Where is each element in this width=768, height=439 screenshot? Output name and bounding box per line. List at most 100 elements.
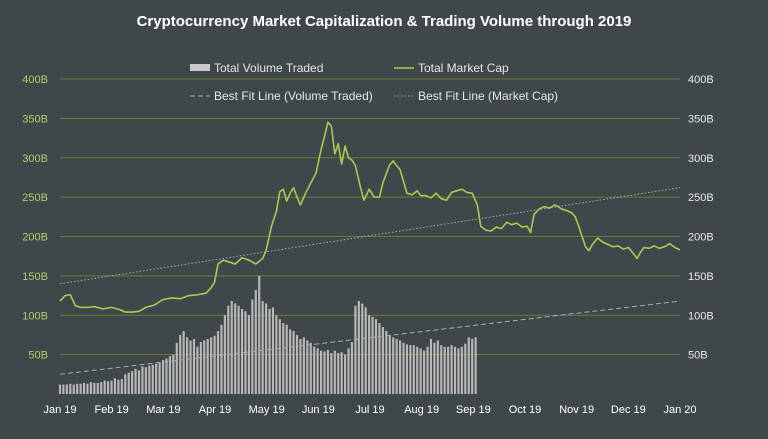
volume-bar	[392, 337, 395, 394]
x-tick-label: Apr 19	[199, 404, 231, 416]
volume-bar	[230, 301, 233, 394]
volume-bar	[151, 364, 154, 394]
market-cap-best-fit-line	[59, 187, 681, 285]
volume-bar	[89, 382, 92, 394]
volume-bar	[289, 329, 292, 394]
volume-bar	[275, 315, 278, 394]
volume-bar	[285, 324, 288, 394]
volume-bar	[378, 323, 381, 395]
volume-bar	[58, 384, 62, 394]
legend-label-market-cap: Total Market Cap	[418, 61, 509, 75]
y-tick-label-left: 50B	[28, 350, 48, 362]
volume-bar	[137, 370, 141, 395]
legend-label-volume: Total Volume Traded	[214, 61, 323, 75]
volume-bar	[144, 367, 147, 394]
volume-bar	[76, 383, 79, 394]
volume-bar	[299, 338, 302, 395]
volume-bar	[340, 352, 343, 394]
legend-label-volume-fit: Best Fit Line (Volume Traded)	[214, 89, 373, 103]
volume-bar	[175, 342, 178, 394]
volume-bar	[268, 308, 271, 394]
volume-bar	[350, 342, 354, 394]
x-tick-label: Feb 19	[95, 404, 129, 416]
volume-bar	[96, 382, 99, 394]
y-tick-label-left: 300B	[22, 153, 48, 165]
volume-bar	[381, 327, 384, 394]
y-tick-label-right: 300B	[688, 153, 714, 165]
y-tick-label-left: 250B	[22, 192, 48, 204]
chart-title: Cryptocurrency Market Capitalization & T…	[137, 13, 632, 30]
gridlines	[60, 78, 680, 356]
x-tick-label: Oct 19	[509, 404, 541, 416]
volume-bar	[423, 350, 426, 394]
volume-bar	[271, 307, 275, 395]
volume-bar	[385, 331, 388, 394]
volume-bar	[216, 331, 220, 394]
volume-bar	[120, 379, 123, 394]
volume-bar	[148, 365, 151, 394]
volume-bar	[265, 303, 268, 394]
volume-bar	[337, 353, 340, 394]
x-tick-label: Dec 19	[611, 404, 646, 416]
volume-bar	[419, 348, 422, 394]
y-tick-label-left: 350B	[22, 113, 48, 125]
x-tick-label: Jan 20	[663, 404, 696, 416]
volume-bar	[72, 384, 75, 394]
volume-bar	[158, 362, 161, 394]
volume-bar	[141, 366, 144, 394]
market-cap-series	[59, 121, 681, 313]
volume-bar	[371, 316, 374, 394]
volume-bar	[436, 340, 439, 394]
volume-bar	[79, 383, 82, 394]
volume-bar	[457, 348, 460, 394]
volume-bar	[172, 354, 175, 395]
x-tick-label: Jan 19	[43, 404, 76, 416]
volume-bar	[313, 346, 316, 394]
volume-bar	[440, 345, 443, 394]
x-tick-label: Aug 19	[404, 404, 439, 416]
volume-bar	[388, 334, 391, 394]
y-tick-label-right: 250B	[688, 192, 714, 204]
y-tick-label-left: 200B	[22, 232, 48, 244]
volume-bar	[254, 290, 257, 394]
volume-bar	[433, 342, 436, 394]
volume-bars	[58, 275, 477, 395]
volume-bar	[168, 356, 171, 394]
volume-bar	[402, 342, 405, 394]
volume-bar	[309, 342, 312, 394]
y-tick-label-right: 50B	[688, 350, 708, 362]
volume-bar	[398, 340, 402, 394]
volume-bar	[110, 380, 113, 394]
y-tick-label-left: 100B	[22, 310, 48, 322]
volume-bar	[155, 364, 158, 394]
volume-bar	[69, 383, 72, 394]
volume-bar	[374, 319, 378, 394]
volume-bar	[467, 337, 470, 394]
volume-bar	[319, 350, 323, 394]
y-tick-label-right: 400B	[688, 74, 714, 86]
y-tick-label-right: 350B	[688, 113, 714, 125]
volume-bar	[227, 305, 230, 394]
volume-bar	[127, 372, 130, 394]
volume-bar	[354, 305, 357, 394]
volume-bar	[426, 346, 429, 394]
x-tick-label: Jul 19	[355, 404, 384, 416]
volume-bar	[62, 384, 65, 394]
volume-bar	[113, 378, 117, 394]
y-tick-label-right: 100B	[688, 310, 714, 322]
volume-bar	[409, 345, 412, 394]
x-tick-label: Jun 19	[302, 404, 335, 416]
volume-bar	[395, 338, 398, 395]
volume-bar	[416, 346, 419, 394]
volume-bar	[82, 382, 86, 394]
volume-bar	[326, 349, 329, 394]
volume-bar	[93, 382, 96, 394]
volume-bar	[447, 346, 450, 394]
y-axis-ticks: 50B 50B 100B 100B 150B 150B 200B 200B 250B 250B 30…	[22, 74, 713, 362]
volume-bar	[103, 380, 106, 394]
volume-bar	[186, 337, 189, 394]
volume-bar	[117, 379, 120, 394]
volume-bar	[124, 374, 127, 394]
volume-bar	[210, 337, 213, 394]
volume-bar	[443, 346, 446, 394]
